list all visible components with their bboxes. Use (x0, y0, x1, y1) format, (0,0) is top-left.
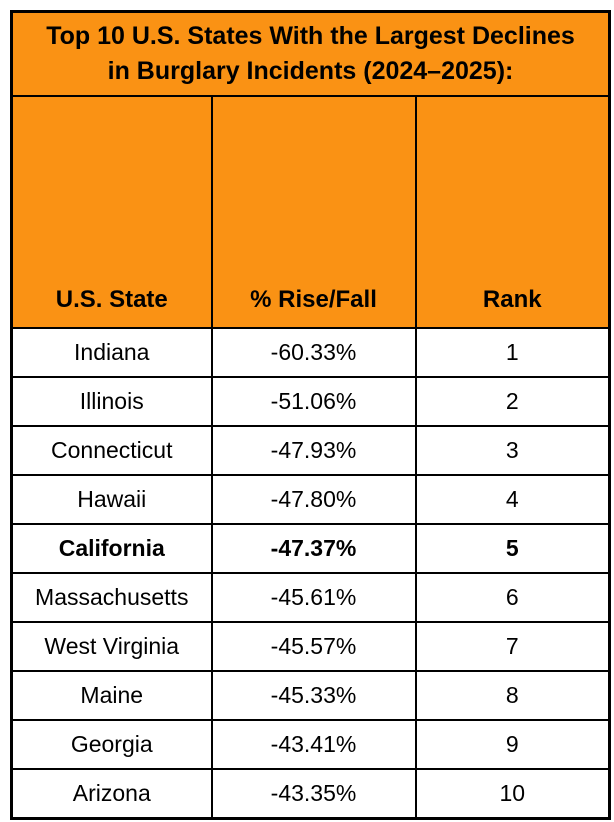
table-container: Top 10 U.S. States With the Largest Decl… (10, 10, 611, 820)
table-row: California -47.37% 5 (10, 523, 611, 574)
column-header-rise-fall: % Rise/Fall (210, 95, 417, 329)
table-row: Indiana -60.33% 1 (10, 327, 611, 378)
cell-change: -60.33% (210, 327, 417, 378)
cell-state: Indiana (10, 327, 213, 378)
cell-state: West Virginia (10, 621, 213, 672)
table-row: Georgia -43.41% 9 (10, 719, 611, 770)
cell-rank: 10 (414, 768, 611, 820)
cell-state: Maine (10, 670, 213, 721)
table-row: Maine -45.33% 8 (10, 670, 611, 721)
cell-state: Connecticut (10, 425, 213, 476)
table-row: Massachusetts -45.61% 6 (10, 572, 611, 623)
cell-state: Arizona (10, 768, 213, 820)
cell-state: Illinois (10, 376, 213, 427)
cell-change: -43.35% (210, 768, 417, 820)
title-row: Top 10 U.S. States With the Largest Decl… (10, 10, 611, 97)
table-row: Hawaii -47.80% 4 (10, 474, 611, 525)
page-title-line-2: in Burglary Incidents (2024–2025): (107, 57, 514, 85)
page-title-line-1: Top 10 U.S. States With the Largest Decl… (46, 22, 575, 50)
page-title: Top 10 U.S. States With the Largest Decl… (10, 10, 611, 97)
table-row: Illinois -51.06% 2 (10, 376, 611, 427)
cell-rank: 4 (414, 474, 611, 525)
column-header-state: U.S. State (10, 95, 213, 329)
table-row: West Virginia -45.57% 7 (10, 621, 611, 672)
cell-rank: 7 (414, 621, 611, 672)
cell-rank: 2 (414, 376, 611, 427)
cell-change: -47.37% (210, 523, 417, 574)
cell-change: -47.93% (210, 425, 417, 476)
table-row: Connecticut -47.93% 3 (10, 425, 611, 476)
cell-rank: 1 (414, 327, 611, 378)
cell-rank: 5 (414, 523, 611, 574)
cell-change: -45.57% (210, 621, 417, 672)
column-header-row: U.S. State % Rise/Fall Rank (10, 95, 611, 329)
column-header-rank: Rank (414, 95, 611, 329)
cell-change: -45.61% (210, 572, 417, 623)
cell-state: California (10, 523, 213, 574)
cell-rank: 8 (414, 670, 611, 721)
table-row: Arizona -43.35% 10 (10, 768, 611, 820)
cell-change: -45.33% (210, 670, 417, 721)
cell-state: Georgia (10, 719, 213, 770)
cell-rank: 3 (414, 425, 611, 476)
cell-state: Massachusetts (10, 572, 213, 623)
cell-state: Hawaii (10, 474, 213, 525)
cell-change: -51.06% (210, 376, 417, 427)
cell-change: -43.41% (210, 719, 417, 770)
cell-rank: 9 (414, 719, 611, 770)
cell-change: -47.80% (210, 474, 417, 525)
cell-rank: 6 (414, 572, 611, 623)
burglary-declines-table: Top 10 U.S. States With the Largest Decl… (10, 10, 611, 820)
